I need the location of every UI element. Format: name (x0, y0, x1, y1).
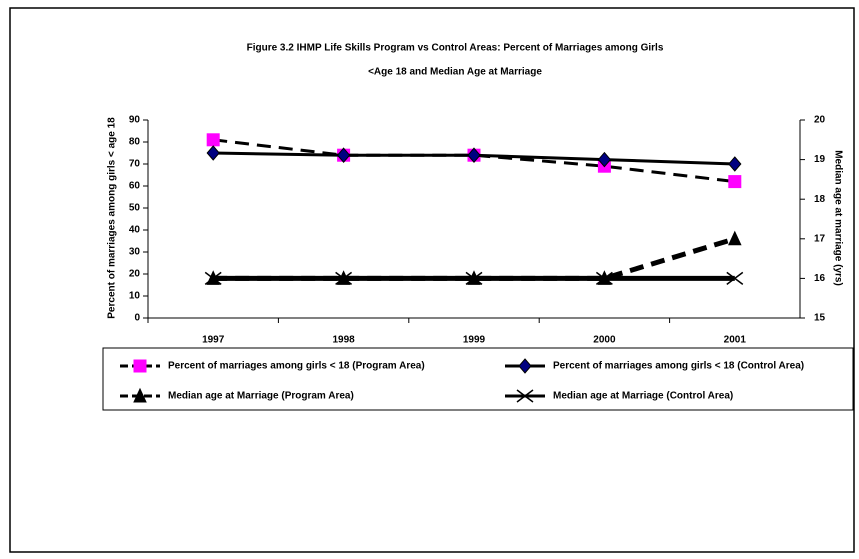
legend-label: Percent of marriages among girls < 18 (P… (168, 361, 425, 372)
marker (728, 156, 742, 172)
marker (133, 359, 147, 373)
marker (465, 271, 483, 285)
y2-tick-label: 17 (814, 233, 826, 244)
x-tick-label: 1997 (202, 335, 225, 346)
legend-label: Percent of marriages among girls < 18 (C… (553, 361, 804, 372)
marker (726, 271, 744, 285)
y-tick-label: 50 (129, 203, 141, 214)
marker (206, 145, 220, 161)
marker (728, 175, 742, 189)
y-axis-label: Percent of marriages among girls < age 1… (107, 117, 118, 319)
marker (206, 133, 220, 147)
marker (597, 151, 612, 168)
y-tick-label: 40 (129, 225, 141, 236)
marker (336, 147, 351, 163)
marker (595, 271, 613, 285)
x-tick-label: 1998 (332, 335, 355, 346)
y-tick-label: 30 (129, 247, 141, 258)
chart-subtitle: <Age 18 and Median Age at Marriage (368, 67, 542, 78)
marker (728, 230, 742, 246)
legend-label: Median age at Marriage (Program Area) (168, 391, 354, 402)
x-tick-label: 2001 (724, 335, 747, 346)
y-tick-label: 0 (134, 313, 140, 324)
marker (518, 358, 532, 374)
y-tick-label: 80 (129, 137, 141, 148)
legend-label: Median age at Marriage (Control Area) (553, 391, 733, 402)
marker (467, 147, 481, 163)
y2-tick-label: 16 (814, 273, 826, 284)
y2-tick-label: 19 (814, 154, 826, 165)
y-tick-label: 20 (129, 269, 141, 280)
marker (335, 271, 353, 285)
y-tick-label: 70 (129, 159, 141, 170)
y2-tick-label: 15 (814, 313, 826, 324)
y2-tick-label: 20 (814, 115, 826, 126)
x-tick-label: 1999 (463, 335, 486, 346)
marker (516, 389, 534, 403)
y-tick-label: 10 (129, 291, 141, 302)
marker (204, 271, 222, 285)
y-tick-label: 90 (129, 115, 141, 126)
legend-box (102, 347, 854, 411)
y-tick-label: 60 (129, 181, 141, 192)
y2-axis-label: Median age at marriage (yrs) (832, 150, 843, 286)
marker (133, 387, 147, 403)
x-tick-label: 2000 (593, 335, 616, 346)
chart-title: Figure 3.2 IHMP Life Skills Program vs C… (247, 43, 664, 54)
y2-tick-label: 18 (814, 194, 826, 205)
